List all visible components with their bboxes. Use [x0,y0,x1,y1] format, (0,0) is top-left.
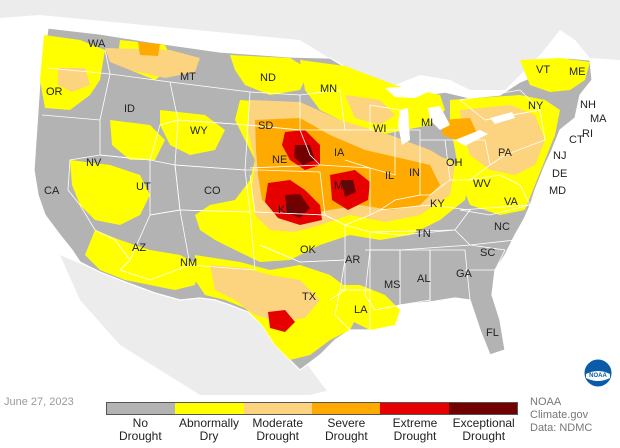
state-label-MN: MN [320,83,337,95]
state-label-WI: WI [373,123,386,135]
state-label-CT: CT [569,134,584,146]
great-lakes [385,86,515,146]
noaa-logo-text: NOAA [589,373,607,379]
state-label-OR: OR [46,86,63,98]
legend-swatch-moderate [243,403,312,414]
map-date: June 27, 2023 [4,396,74,408]
state-boundaries [41,49,546,356]
state-label-NY: NY [528,100,544,112]
state-label-WY: WY [190,125,208,137]
state-label-SC: SC [480,247,495,259]
credit-block: NOAA Climate.gov Data: NDMC [530,396,620,435]
legend-labels: No Drought Abnormally Dry Moderate Drought … [106,417,518,443]
mexico-land [60,255,330,395]
state-label-KY: KY [430,198,445,210]
canada-land [0,0,620,90]
state-label-NJ: NJ [553,150,566,162]
state-label-WV: WV [473,178,491,190]
state-label-OK: OK [300,244,317,256]
state-label-ME: ME [569,66,586,78]
credit-line-1: NOAA Climate.gov [530,396,589,421]
state-label-ND: ND [260,72,276,84]
state-label-IA: IA [334,147,345,159]
state-label-AL: AL [417,273,430,285]
state-label-MS: MS [384,279,401,291]
legend-swatch-extreme [380,403,449,414]
legend: No Drought Abnormally Dry Moderate Drought … [106,402,518,444]
legend-swatch-severe [311,403,381,414]
state-label-OH: OH [446,157,463,169]
state-label-NV: NV [86,157,102,169]
credit-line-2: Data: NDMC [530,422,593,434]
state-label-CA: CA [44,185,60,197]
state-label-AR: AR [345,254,360,266]
legend-swatch-no-drought [107,403,176,414]
legend-swatch-exceptional [448,403,517,414]
exceptional-drought-areas [285,145,356,218]
state-label-LA: LA [354,304,368,316]
state-label-NH: NH [580,99,596,111]
state-label-RI: RI [582,128,593,140]
legend-label-severe: Severe Drought [325,416,368,443]
state-label-PA: PA [498,147,513,159]
state-label-ID: ID [124,103,135,115]
state-label-NM: NM [180,257,197,269]
state-label-UT: UT [136,181,151,193]
state-label-IL: IL [385,170,394,182]
state-label-WA: WA [88,38,106,50]
legend-label-extreme: Extreme Drought [392,416,438,443]
state-label-AZ: AZ [132,242,146,254]
state-label-VT: VT [536,64,550,76]
legend-label-no-drought: No Drought [118,416,162,443]
noaa-logo-icon: NOAA [583,358,613,388]
state-label-MI: MI [421,117,433,129]
state-label-MT: MT [180,71,196,83]
state-label-IN: IN [409,167,420,179]
state-label-MD: MD [549,185,566,197]
state-label-DE: DE [552,168,567,180]
state-label-TX: TX [302,291,317,303]
legend-label-abnormally-dry: Abnormally Dry [178,416,240,443]
legend-label-moderate: Moderate Drought [252,416,304,443]
gulf-water [300,320,480,395]
legend-label-exceptional: Exceptional Drought [452,416,515,443]
state-label-GA: GA [456,268,473,280]
state-label-MO: MO [334,180,352,192]
state-label-NC: NC [494,221,510,233]
state-label-NE: NE [272,154,287,166]
state-labels: WA OR ID MT ND MN SD WY NE IA WI MI NV C… [44,38,607,339]
state-label-VA: VA [504,196,519,208]
state-label-FL: FL [486,327,499,339]
legend-bar [106,402,518,415]
state-label-MA: MA [590,113,607,125]
state-label-TN: TN [416,228,431,240]
state-label-SD: SD [258,120,273,132]
state-label-CO: CO [204,185,221,197]
state-label-KS: KS [278,204,293,216]
legend-swatch-abnormally-dry [175,403,244,414]
